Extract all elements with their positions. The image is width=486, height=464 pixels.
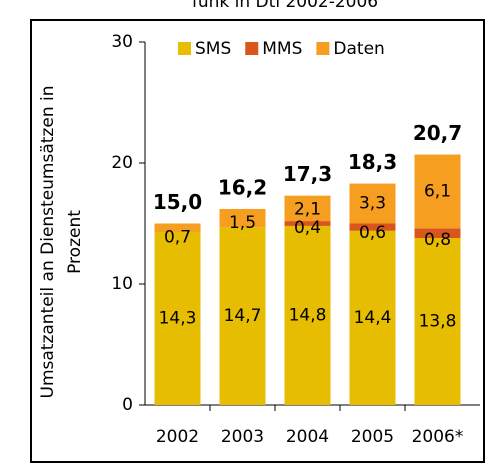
x-tick-label: 2003: [221, 427, 264, 447]
y-tick-label: 20: [111, 153, 133, 173]
data-label: 0,7: [164, 228, 191, 248]
x-tick-label: 2002: [156, 427, 199, 447]
total-label: 17,3: [283, 162, 332, 186]
data-label: 2,1: [294, 200, 321, 220]
data-label: 14,3: [159, 308, 197, 328]
data-label: 1,5: [229, 213, 256, 233]
data-label: 0,4: [294, 218, 321, 238]
bar-segment: [414, 238, 461, 405]
data-label: 3,3: [359, 194, 386, 214]
total-label: 18,3: [348, 150, 397, 174]
y-tick-label: 10: [111, 274, 133, 294]
bar-segment: [284, 195, 331, 222]
bar-segment: [154, 231, 201, 405]
legend-swatch: [316, 42, 330, 55]
bar-segment: [349, 223, 396, 231]
bar-segment: [284, 225, 331, 405]
data-label: 0,8: [424, 230, 451, 250]
chart-title: funk in Dtl 2002-2006: [192, 0, 378, 12]
legend-swatch: [178, 42, 191, 55]
y-tick-label: 30: [111, 32, 133, 52]
bar-segment: [284, 221, 331, 226]
data-label: 13,8: [419, 312, 457, 332]
data-label: 14,4: [354, 308, 392, 328]
bar-segment: [349, 183, 396, 224]
data-label: 14,8: [289, 305, 327, 325]
bar-segment: [349, 230, 396, 405]
data-label: 14,7: [224, 306, 262, 326]
x-tick-label: 2005: [351, 427, 394, 447]
bar-segment: [414, 228, 461, 239]
y-tick-label: 0: [122, 395, 133, 415]
total-label: 20,7: [413, 121, 462, 145]
bar-segment: [154, 223, 201, 232]
bar-segment: [219, 208, 266, 228]
legend-label: Daten: [333, 39, 384, 59]
x-tick-label: 2006*: [412, 427, 464, 447]
x-tick-label: 2004: [286, 427, 329, 447]
y-axis-label: Umsatzanteil an Diensteumsätzen in: [38, 86, 58, 399]
y-axis-label: Prozent: [65, 210, 85, 274]
legend-swatch: [245, 42, 259, 55]
data-label: 6,1: [424, 181, 451, 201]
total-label: 15,0: [153, 190, 202, 214]
data-label: 0,6: [359, 223, 386, 243]
legend-label: MMS: [262, 39, 302, 59]
legend-label: SMS: [195, 39, 231, 59]
total-label: 16,2: [218, 175, 267, 199]
bar-segment: [414, 154, 461, 229]
bar-segment: [219, 227, 266, 405]
